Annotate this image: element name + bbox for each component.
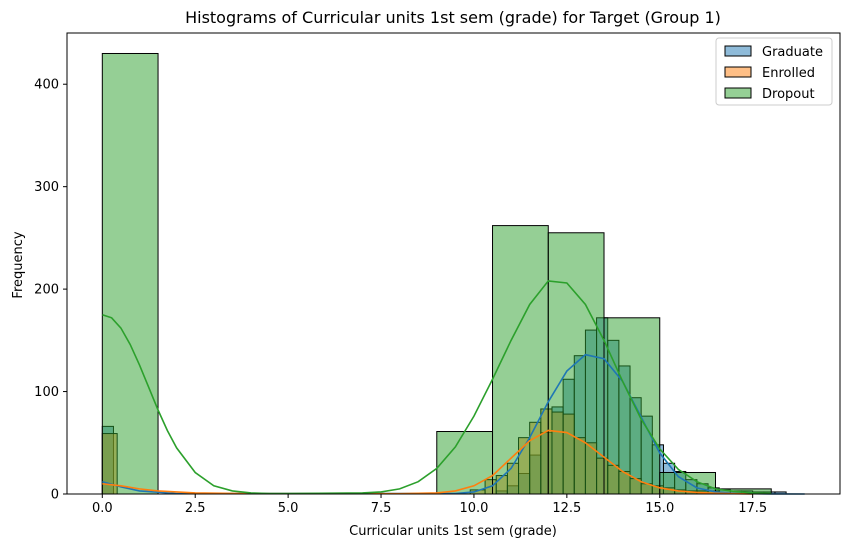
y-tick-label: 400 (34, 78, 59, 93)
series-dropout-bars (101, 52, 772, 495)
y-axis-title: Frequency (11, 231, 26, 298)
legend: Graduate Enrolled Dropout (715, 37, 833, 106)
legend-swatch-graduate (724, 45, 752, 57)
y-tick-label: 200 (34, 283, 59, 298)
x-tick-label: 2.5 (185, 501, 206, 516)
x-tick-label: 5.0 (278, 501, 299, 516)
x-tick-label: 17.5 (738, 501, 767, 516)
plot-area (101, 52, 805, 495)
x-tick-label: 7.5 (371, 501, 392, 516)
legend-swatch-dropout (724, 87, 752, 99)
x-tick-label: 12.5 (552, 501, 581, 516)
histogram-bar (101, 52, 159, 495)
chart-title: Histograms of Curricular units 1st sem (… (185, 8, 721, 27)
histogram-bar (436, 431, 494, 495)
y-tick-label: 100 (34, 385, 59, 400)
kde-line-enrolled (102, 429, 753, 495)
axes-frame (66, 32, 841, 495)
x-axis-title: Curricular units 1st sem (grade) (349, 524, 557, 539)
kde-line-dropout (102, 280, 772, 495)
legend-label-enrolled: Enrolled (762, 66, 815, 81)
y-tick-label: 0 (51, 488, 59, 503)
x-tick-label: 0.0 (92, 501, 113, 516)
x-tick-label: 15.0 (645, 501, 674, 516)
legend-swatch-enrolled (724, 66, 752, 78)
legend-label-graduate: Graduate (762, 45, 823, 60)
histogram-bar (603, 317, 661, 495)
legend-label-dropout: Dropout (762, 87, 815, 102)
axes: 0.0 2.5 5.0 7.5 10.0 12.5 15.0 17.5 0 100 200 300 40… (34, 32, 841, 516)
y-tick-label: 300 (34, 180, 59, 195)
x-tick-label: 10.0 (459, 501, 488, 516)
